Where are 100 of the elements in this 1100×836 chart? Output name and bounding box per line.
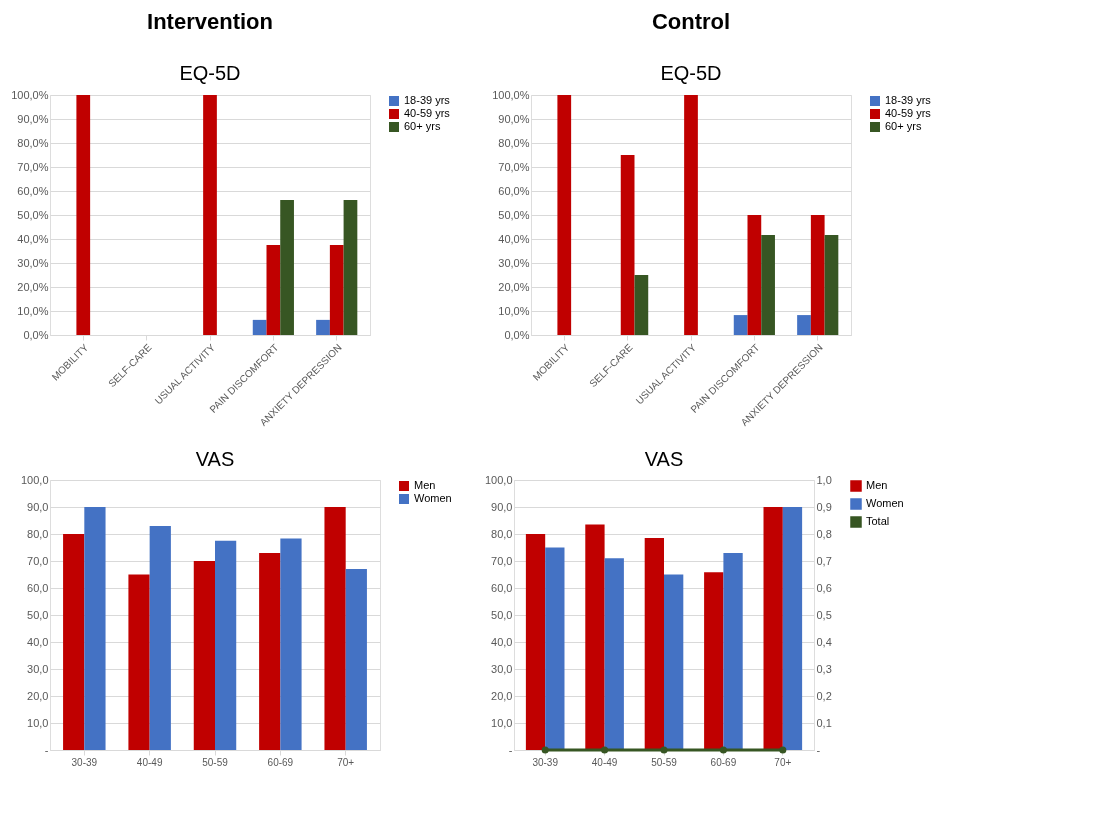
y2-tick-label: 0,4 [816,635,832,648]
bar [266,245,281,335]
bar [704,572,724,750]
y-tick-label: 60,0 [491,581,513,594]
bar [644,538,664,750]
bar [723,552,743,750]
y-tick-label: 40,0 [491,635,513,648]
y-tick-label: 10,0% [498,304,530,317]
legend-label: 40-59 yrs [885,107,932,119]
legend-label: 40-59 yrs [404,107,451,119]
x-tick-label: 70+ [774,756,792,768]
y-tick-label: 90,0% [498,112,530,125]
y-tick-label: 20,0% [17,280,49,293]
legend-label: Total [866,515,890,527]
y-tick-label: 30,0 [27,662,49,675]
y-tick-label: - [508,743,513,756]
y-tick-label: 70,0% [498,160,530,173]
bar [545,547,565,750]
y2-tick-label: 0,3 [816,662,832,675]
y-tick-label: 50,0% [17,208,49,221]
bar [324,507,346,750]
bar [733,315,748,335]
y-tick-label: 90,0 [27,500,49,513]
y-tick-label: 80,0% [17,136,49,149]
y-tick-label: 50,0 [491,608,513,621]
bar [604,558,624,750]
chart-title: VAS [644,448,684,470]
y-tick-label: 60,0 [27,581,49,594]
y-tick-label: 40,0% [498,232,530,245]
bar [280,199,294,335]
bar [316,319,330,335]
y2-tick-label: 0,2 [816,689,832,702]
y-tick-label: 20,0 [491,689,513,702]
bar [252,319,267,335]
bar [810,215,825,335]
y-tick-label: 100,0 [20,473,49,486]
y-tick-label: 50,0% [498,208,530,221]
y-tick-label: 100,0 [484,473,513,486]
bar [343,199,358,335]
y-tick-label: 70,0 [491,554,513,567]
y2-tick-label: 0,6 [816,581,832,594]
bar [76,95,91,335]
y-tick-label: 40,0 [27,635,49,648]
bar [634,275,649,335]
chart-title: VAS [195,448,235,470]
bar [259,552,281,750]
x-tick-label: 60-69 [710,756,737,768]
bar [585,524,605,750]
bar [329,245,344,335]
bar [664,574,684,750]
bar [203,95,217,335]
y-tick-label: 100,0% [492,88,530,101]
y-tick-label: 0,0% [504,328,530,341]
y-tick-label: 10,0 [491,716,513,729]
y-tick-label: 30,0% [17,256,49,269]
bar [620,155,635,335]
bar [149,525,171,750]
y-tick-label: 40,0% [17,232,49,245]
bar [824,234,839,335]
y2-tick-label: 0,8 [816,527,832,540]
chart-title: Control [651,9,731,34]
y-tick-label: 20,0 [27,689,49,702]
legend-label: Men [866,479,888,491]
y-tick-label: 0,0% [23,328,49,341]
bar [763,507,783,750]
y2-tick-label: 0,1 [816,716,832,729]
y-tick-label: 70,0 [27,554,49,567]
bar [747,215,762,335]
x-tick-label: 40-49 [591,756,618,768]
bar [345,569,367,750]
bar [761,234,775,335]
y-tick-label: 60,0% [17,184,49,197]
y-tick-label: 60,0% [498,184,530,197]
y2-tick-label: 0,9 [816,500,832,513]
legend-label: Women [414,492,452,504]
x-tick-label: 40-49 [136,756,163,768]
y-tick-label: 10,0% [17,304,49,317]
bar [280,538,302,750]
x-tick-label: 60-69 [267,756,294,768]
y-tick-label: 80,0 [27,527,49,540]
y2-tick-label: - [816,743,821,756]
legend-label: 18-39 yrs [404,94,451,106]
bar [128,574,150,750]
x-tick-label: 70+ [337,756,355,768]
y-tick-label: 80,0% [498,136,530,149]
y-tick-label: - [44,743,49,756]
chart-subtitle: EQ-5D [660,62,722,84]
bar [782,507,803,750]
bar [684,95,698,335]
x-tick-label: 30-39 [532,756,559,768]
x-tick-label: 50-59 [651,756,678,768]
legend-label: Women [866,497,904,509]
chart-title: Intervention [147,9,273,34]
x-tick-label: 30-39 [71,756,98,768]
y-tick-label: 70,0% [17,160,49,173]
y-tick-label: 20,0% [498,280,530,293]
y-tick-label: 30,0 [491,662,513,675]
bar [557,95,572,335]
y-tick-label: 90,0% [17,112,49,125]
bar [84,507,106,750]
